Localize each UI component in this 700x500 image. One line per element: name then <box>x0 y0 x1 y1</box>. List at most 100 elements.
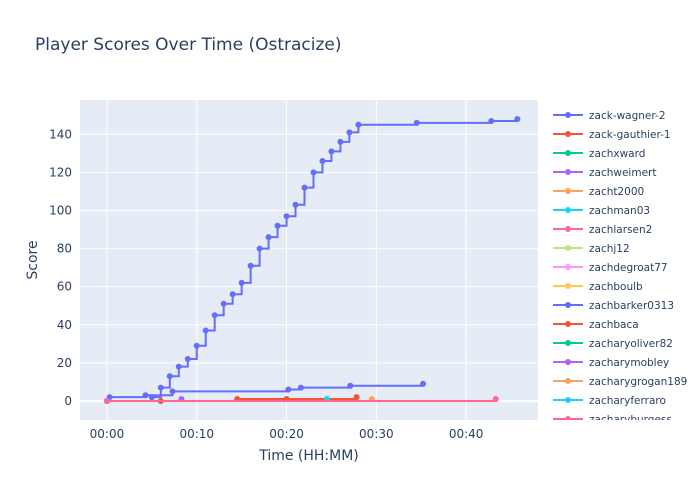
legend-item[interactable]: zacharygrogan189 <box>553 376 687 388</box>
data-point[interactable] <box>175 363 182 370</box>
legend-label: zachxward <box>589 148 645 160</box>
legend-item[interactable]: zack-gauthier-1 <box>553 129 671 141</box>
chart-title: Player Scores Over Time (Ostracize) <box>35 35 342 55</box>
data-point[interactable] <box>310 169 317 176</box>
data-point[interactable] <box>166 373 173 380</box>
data-point[interactable] <box>103 397 110 404</box>
legend-label: zacharyburgess <box>589 414 672 426</box>
data-point[interactable] <box>355 121 362 128</box>
legend-label: zacharyferraro <box>589 395 666 407</box>
data-point[interactable] <box>169 388 176 395</box>
data-point[interactable] <box>193 342 200 349</box>
data-point[interactable] <box>256 245 263 252</box>
data-point[interactable] <box>492 396 499 403</box>
data-point[interactable] <box>220 300 227 307</box>
legend-swatch-marker <box>565 321 571 327</box>
y-tick-label: 0 <box>64 394 72 408</box>
data-point[interactable] <box>238 279 245 286</box>
legend-item[interactable]: zachj12 <box>553 243 630 255</box>
data-point[interactable] <box>488 117 495 124</box>
legend-swatch-marker <box>565 245 571 251</box>
data-point[interactable] <box>347 382 354 389</box>
y-axis-ticks: 0 20 40 60 80 100 120 140 <box>49 127 72 408</box>
legend[interactable]: zack-wagner-2 zack-gauthier-1 zachxward zac… <box>553 110 687 426</box>
series-line <box>106 119 519 402</box>
legend-item[interactable]: zacht2000 <box>553 186 644 198</box>
legend-swatch-marker <box>565 169 571 175</box>
data-point[interactable] <box>274 222 281 229</box>
legend-swatch-marker <box>565 340 571 346</box>
y-tick-label: 140 <box>49 127 72 141</box>
legend-item[interactable]: zacharyburgess <box>553 414 672 426</box>
legend-item[interactable]: zacharyferraro <box>553 395 666 407</box>
legend-label: zachbarker0313 <box>589 300 674 312</box>
legend-label: zachboulb <box>589 281 643 293</box>
data-point[interactable] <box>319 157 326 164</box>
legend-swatch-marker <box>565 112 571 118</box>
plot-area <box>80 100 538 420</box>
legend-items: zack-wagner-2 zack-gauthier-1 zachxward zac… <box>553 110 687 426</box>
data-point[interactable] <box>420 380 427 387</box>
legend-label: zachweimert <box>589 167 656 179</box>
series-zacharyburgess <box>103 397 110 404</box>
data-point[interactable] <box>514 116 521 123</box>
data-point[interactable] <box>292 201 299 208</box>
x-tick-label: 00:10 <box>179 427 214 441</box>
data-point[interactable] <box>297 384 304 391</box>
legend-swatch-marker <box>565 264 571 270</box>
data-point[interactable] <box>301 184 308 191</box>
legend-label: zachman03 <box>589 205 650 217</box>
legend-swatch-marker <box>565 150 571 156</box>
data-point[interactable] <box>346 129 353 136</box>
data-point[interactable] <box>285 386 292 393</box>
data-point[interactable] <box>184 356 191 363</box>
legend-item[interactable]: zachboulb <box>553 281 643 293</box>
legend-item[interactable]: zachbarker0313 <box>553 300 674 312</box>
legend-item[interactable]: zachweimert <box>553 167 656 179</box>
y-axis-title: Score <box>25 240 41 279</box>
data-point[interactable] <box>229 291 236 298</box>
data-point[interactable] <box>247 262 254 269</box>
legend-label: zack-gauthier-1 <box>589 129 671 141</box>
legend-item[interactable]: zack-wagner-2 <box>553 110 666 122</box>
legend-label: zacht2000 <box>589 186 644 198</box>
data-point[interactable] <box>283 213 290 220</box>
legend-label: zack-wagner-2 <box>589 110 666 122</box>
data-point[interactable] <box>353 394 360 401</box>
data-point[interactable] <box>328 148 335 155</box>
legend-swatch-marker <box>565 416 571 420</box>
data-point[interactable] <box>157 384 164 391</box>
legend-item[interactable]: zachbaca <box>553 319 639 331</box>
data-point[interactable] <box>337 138 344 145</box>
legend-swatch-marker <box>565 283 571 289</box>
legend-label: zachdegroat77 <box>589 262 668 274</box>
data-point[interactable] <box>211 312 218 319</box>
legend-label: zacharygrogan189 <box>589 376 687 388</box>
legend-swatch-marker <box>565 378 571 384</box>
data-point[interactable] <box>202 327 209 334</box>
legend-item[interactable]: zachlarsen2 <box>553 224 652 236</box>
legend-swatch-marker <box>565 207 571 213</box>
legend-label: zachlarsen2 <box>589 224 652 236</box>
legend-item[interactable]: zachxward <box>553 148 645 160</box>
legend-item[interactable]: zacharymobley <box>553 357 669 369</box>
legend-label: zachj12 <box>589 243 630 255</box>
data-point[interactable] <box>413 119 420 126</box>
legend-swatch-marker <box>565 359 571 365</box>
legend-item[interactable]: zachdegroat77 <box>553 262 668 274</box>
y-tick-label: 80 <box>57 242 72 256</box>
x-axis-ticks: 00:00 00:10 00:20 00:30 00:40 <box>90 427 484 441</box>
legend-label: zachbaca <box>589 319 639 331</box>
legend-item[interactable]: zacharyoliver82 <box>553 338 673 350</box>
data-point[interactable] <box>142 392 149 399</box>
y-tick-label: 120 <box>49 165 72 179</box>
x-tick-label: 00:30 <box>359 427 394 441</box>
legend-item[interactable]: zachman03 <box>553 205 650 217</box>
y-tick-label: 100 <box>49 203 72 217</box>
legend-swatch-marker <box>565 397 571 403</box>
x-axis-title: Time (HH:MM) <box>258 448 359 464</box>
data-point[interactable] <box>265 234 272 241</box>
legend-label: zacharyoliver82 <box>589 338 673 350</box>
x-tick-label: 00:00 <box>90 427 125 441</box>
